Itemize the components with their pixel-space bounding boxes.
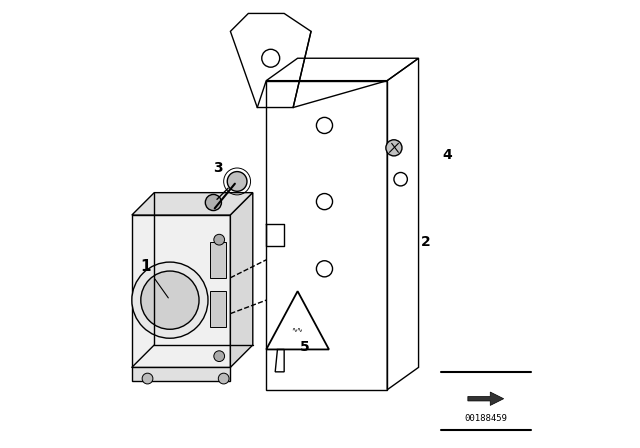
Circle shape [214,234,225,245]
Text: 2: 2 [420,235,430,249]
Circle shape [141,271,199,329]
Polygon shape [230,193,253,367]
Text: 00188459: 00188459 [464,414,508,423]
Text: ∿∿: ∿∿ [292,326,303,332]
Text: 3: 3 [213,161,223,175]
Circle shape [132,262,208,338]
Circle shape [227,172,247,191]
Circle shape [142,373,153,384]
FancyBboxPatch shape [210,242,226,278]
Text: 1: 1 [141,259,168,298]
Circle shape [214,351,225,362]
Text: 4: 4 [443,147,452,162]
Polygon shape [132,215,230,367]
Polygon shape [132,193,253,215]
Polygon shape [132,367,230,381]
Polygon shape [468,392,504,405]
FancyBboxPatch shape [210,291,226,327]
Circle shape [386,140,402,156]
Text: 5: 5 [300,340,309,354]
Circle shape [218,373,229,384]
Circle shape [205,194,221,211]
